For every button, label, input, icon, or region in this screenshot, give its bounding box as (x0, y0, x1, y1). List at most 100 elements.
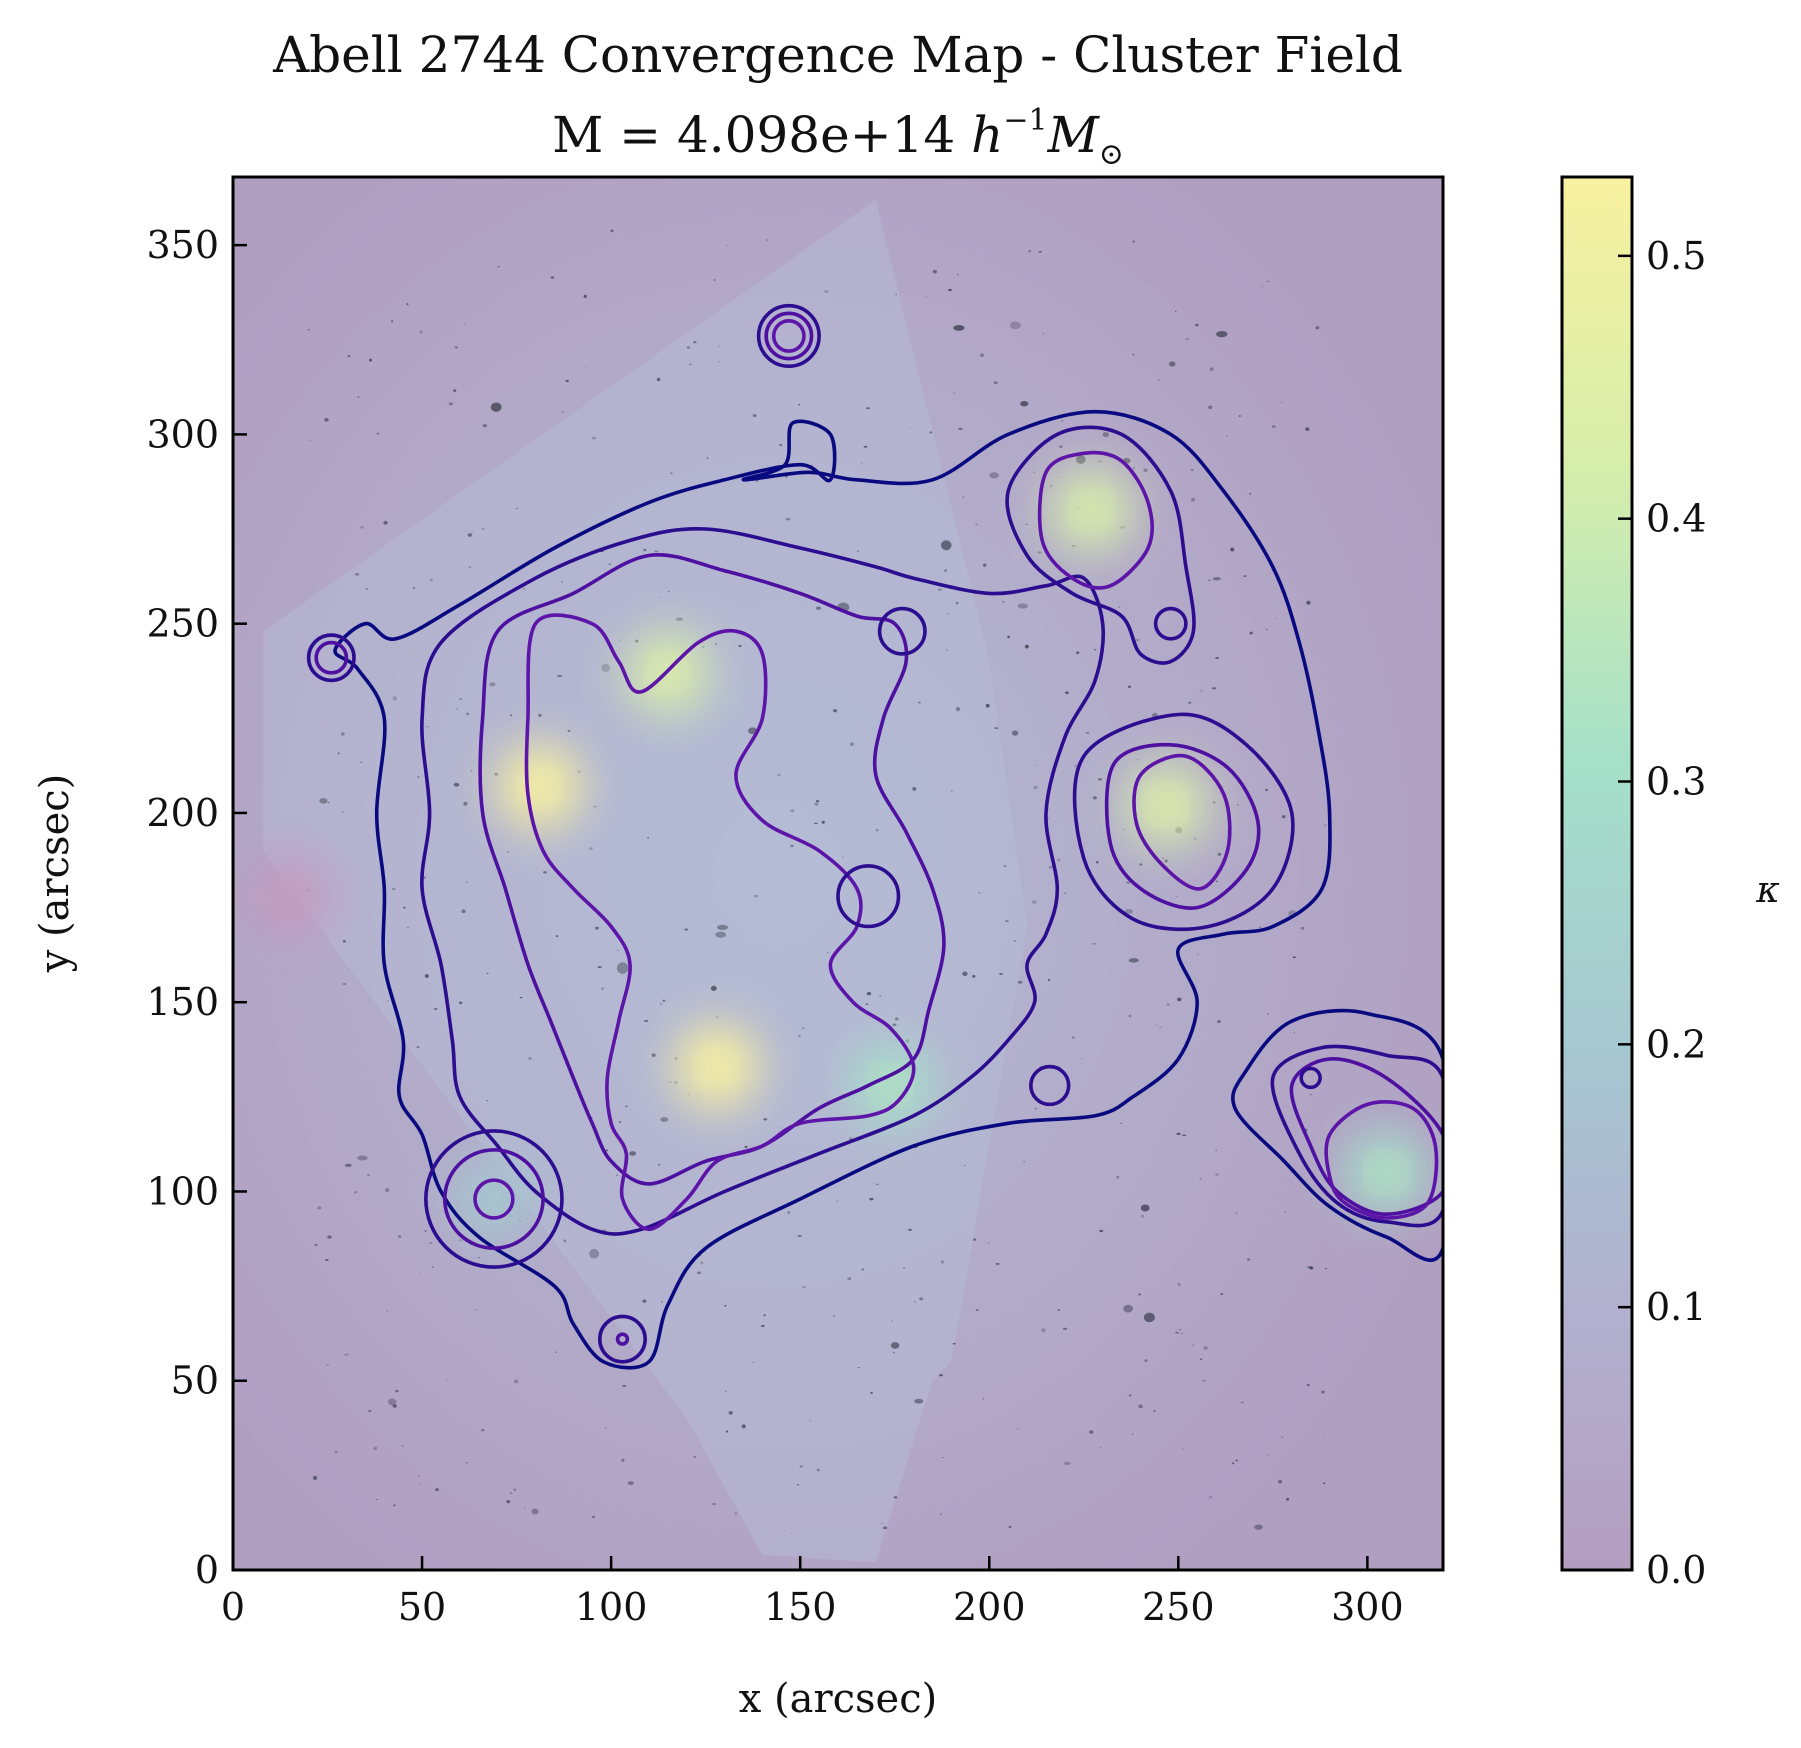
galaxy (1215, 880, 1218, 883)
galaxy (952, 1343, 956, 1345)
y-tick-label: 0 (195, 1548, 219, 1592)
galaxy (1309, 1266, 1314, 1270)
galaxy (696, 1271, 702, 1275)
galaxy (1076, 455, 1086, 464)
galaxy (947, 613, 949, 615)
galaxy (892, 1352, 895, 1354)
galaxy (1042, 333, 1044, 334)
galaxy (1321, 1390, 1325, 1394)
galaxy (1153, 1409, 1156, 1413)
galaxy (433, 1008, 438, 1010)
galaxy (714, 643, 718, 645)
galaxy (1057, 1309, 1060, 1311)
galaxy (802, 1286, 807, 1289)
galaxy (461, 909, 466, 914)
galaxy (1322, 1433, 1325, 1435)
y-tick-label: 300 (146, 412, 219, 456)
galaxy (1038, 250, 1043, 253)
galaxy (1143, 1312, 1155, 1323)
galaxy (939, 1374, 943, 1377)
galaxy (470, 770, 473, 772)
galaxy (1095, 861, 1099, 864)
galaxy (618, 1121, 621, 1123)
galaxy (718, 345, 720, 347)
galaxy (621, 1458, 625, 1462)
galaxy (342, 983, 347, 985)
galaxy (1323, 1482, 1326, 1485)
galaxy (892, 1023, 897, 1027)
galaxy (925, 296, 928, 298)
galaxy (659, 1003, 662, 1005)
galaxy (387, 1398, 397, 1406)
galaxy (725, 1390, 727, 1392)
galaxy (975, 523, 978, 526)
galaxy (882, 1526, 888, 1530)
galaxy (905, 1039, 910, 1043)
galaxy (724, 1304, 727, 1307)
galaxy (597, 966, 602, 969)
galaxy (1176, 1132, 1181, 1135)
galaxy (1135, 638, 1140, 642)
galaxy (486, 972, 489, 974)
galaxy (1123, 1304, 1134, 1313)
galaxy (972, 974, 976, 978)
galaxy (963, 1165, 966, 1167)
galaxy (753, 894, 759, 898)
galaxy (1217, 1019, 1221, 1024)
galaxy (826, 951, 829, 953)
galaxy (1178, 1329, 1182, 1331)
galaxy (367, 1174, 370, 1176)
galaxy (466, 712, 470, 715)
galaxy (1002, 600, 1005, 603)
galaxy (1281, 1436, 1283, 1438)
galaxy (583, 294, 587, 298)
galaxy (465, 1462, 468, 1464)
galaxy (1177, 997, 1182, 1002)
galaxy (368, 1409, 372, 1413)
galaxy (982, 1397, 985, 1400)
galaxy (956, 274, 959, 276)
galaxy (816, 1468, 820, 1472)
galaxy (932, 269, 937, 274)
contour-ring (771, 319, 806, 353)
galaxy (1017, 603, 1028, 609)
galaxy (685, 1119, 687, 1121)
galaxy (567, 730, 571, 732)
galaxy (365, 588, 368, 590)
galaxy (1144, 1359, 1148, 1363)
galaxy (416, 1046, 420, 1048)
galaxy (821, 820, 825, 824)
galaxy (1264, 788, 1269, 792)
colorbar-tick-label: 0.4 (1646, 497, 1706, 541)
galaxy (1025, 523, 1028, 526)
galaxy (785, 518, 791, 521)
galaxy (1215, 656, 1220, 660)
galaxy (393, 1504, 396, 1507)
galaxy (334, 1450, 338, 1454)
galaxy (659, 596, 661, 599)
galaxy (861, 1268, 864, 1271)
galaxy (1074, 765, 1077, 767)
galaxy (1159, 1026, 1162, 1029)
galaxy (1261, 286, 1263, 288)
galaxy (427, 726, 430, 728)
contour-ring (442, 1148, 545, 1250)
galaxy (1013, 940, 1017, 942)
galaxy (467, 533, 472, 537)
galaxy (642, 1299, 647, 1303)
galaxy (675, 617, 684, 621)
galaxy (1168, 361, 1176, 367)
galaxy (790, 809, 795, 812)
galaxy (342, 939, 346, 943)
galaxy (1247, 1258, 1251, 1261)
galaxy (1120, 1122, 1123, 1124)
galaxy (890, 1342, 900, 1349)
galaxy (693, 1456, 696, 1458)
galaxy (1161, 857, 1165, 860)
galaxy (1143, 468, 1148, 473)
galaxy (1208, 405, 1213, 410)
contour-ring (314, 640, 349, 675)
galaxy (799, 1465, 803, 1468)
colorbar-ticks: 0.0 0.1 0.2 0.3 0.4 0.5 (1618, 234, 1706, 1592)
galaxy (660, 1301, 663, 1303)
